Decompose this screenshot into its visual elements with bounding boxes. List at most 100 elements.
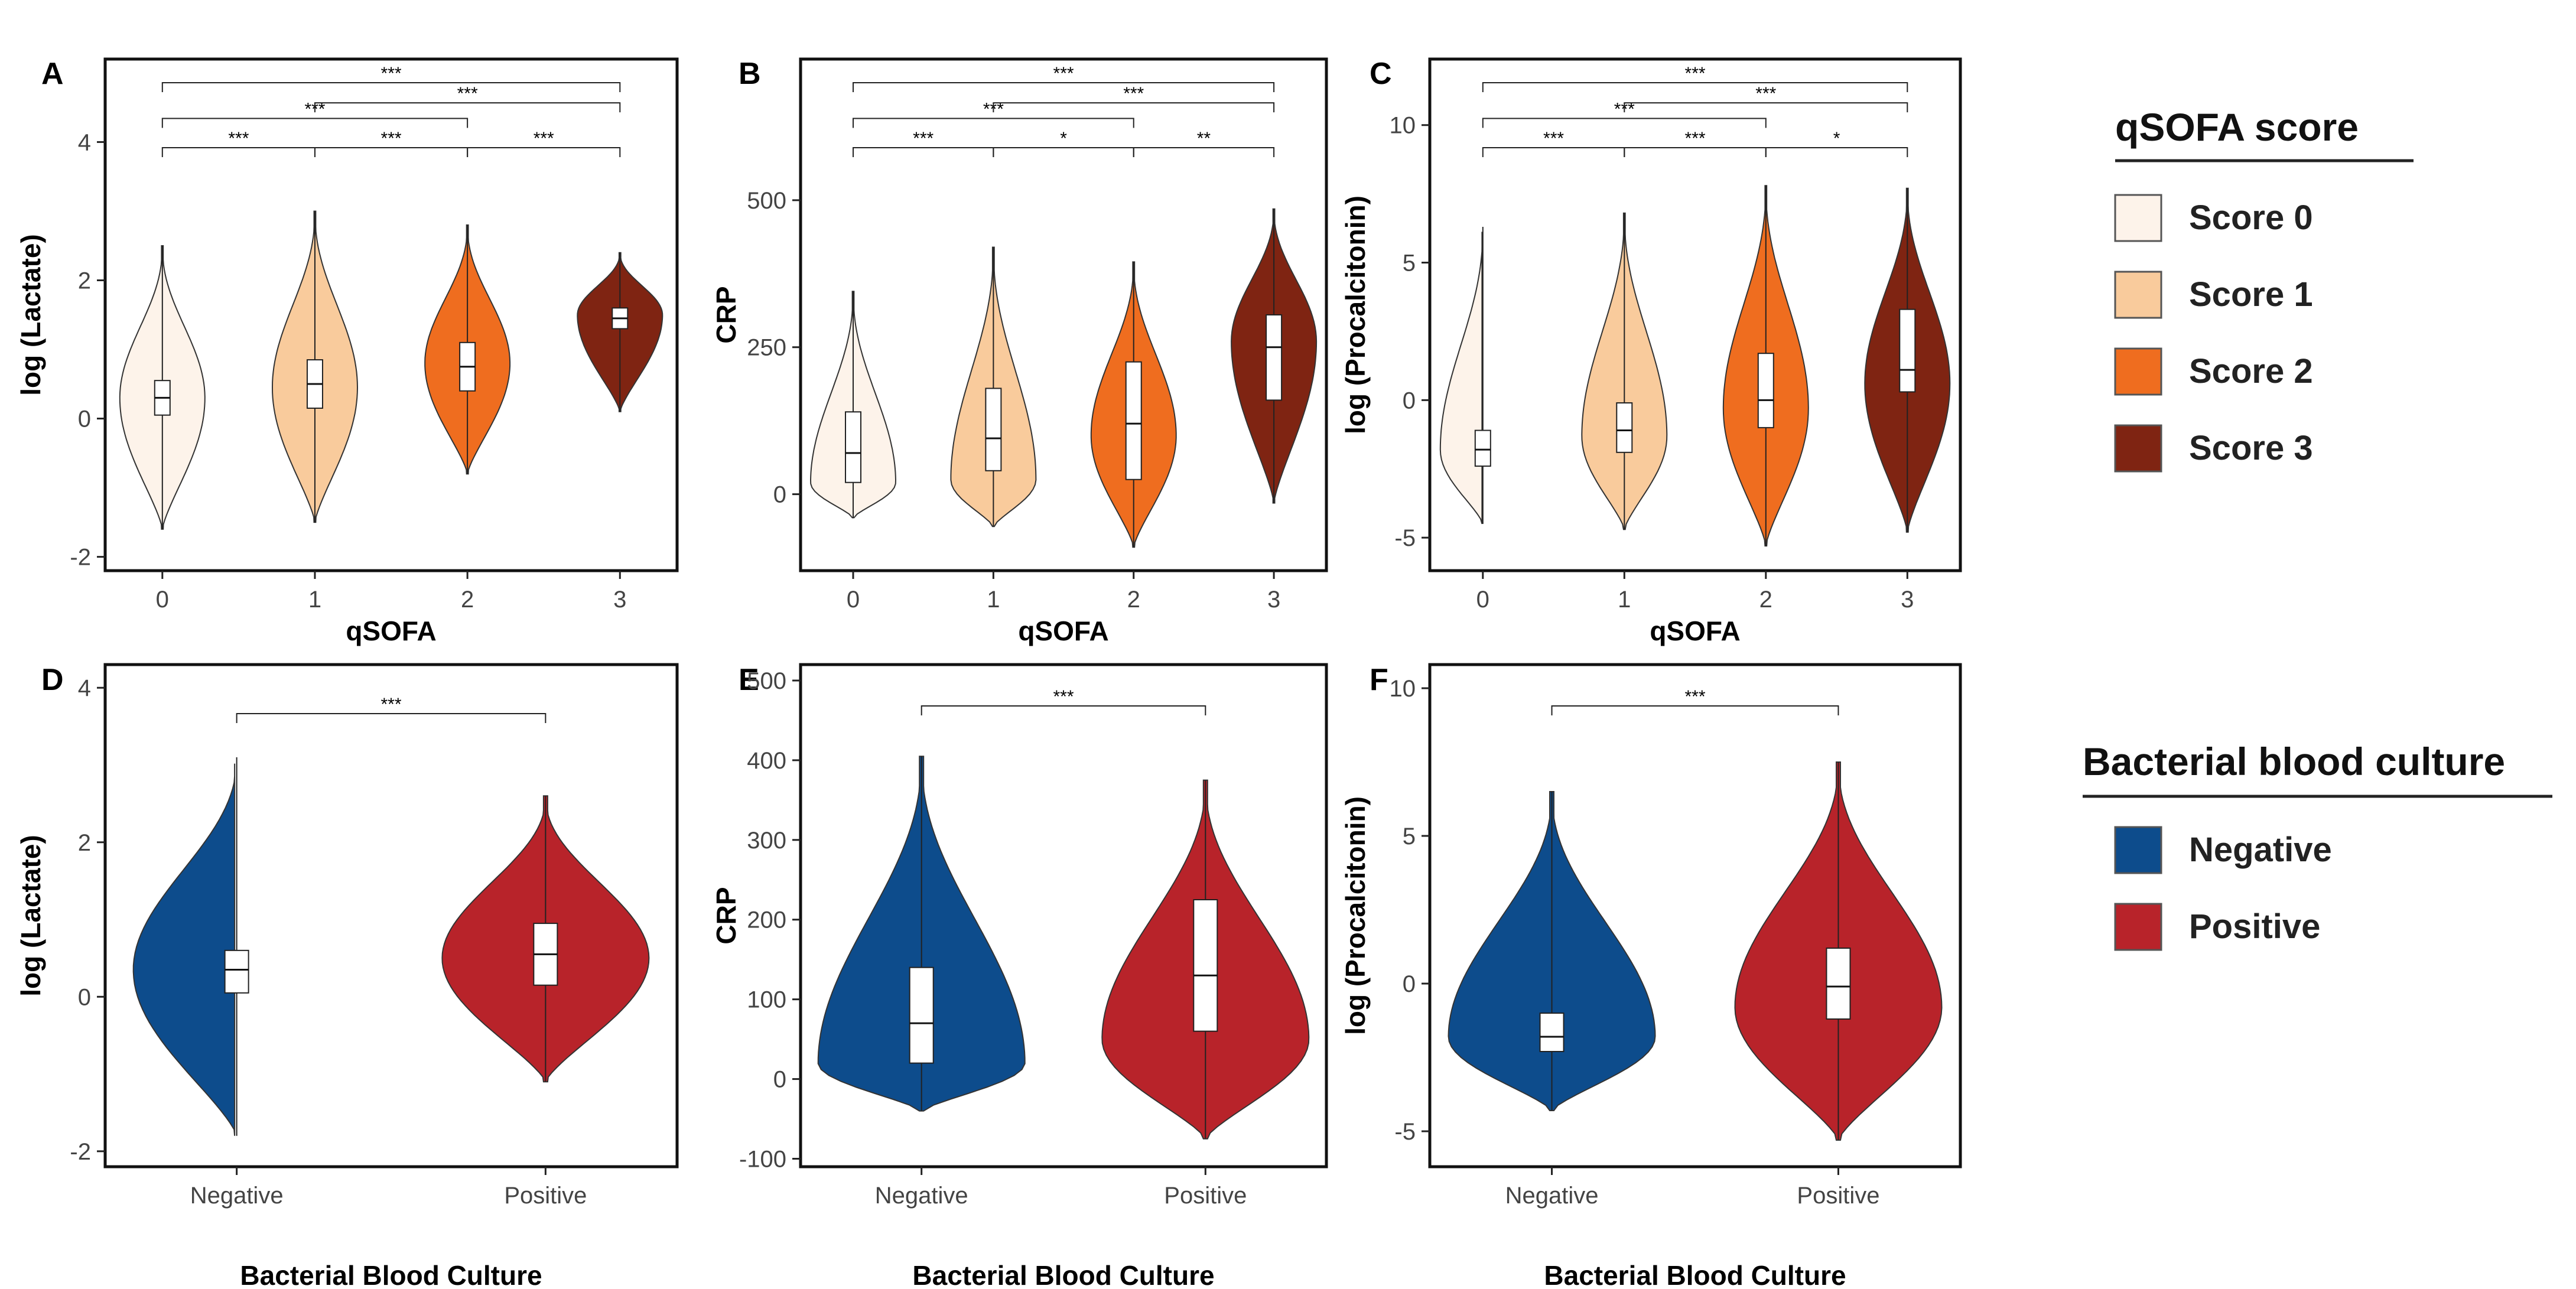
significance-label: **: [1197, 129, 1211, 148]
legend-title: qSOFA score: [2115, 105, 2359, 149]
legend-swatch: [2114, 826, 2162, 874]
significance-label: ***: [380, 695, 401, 714]
panel-letter: E: [739, 663, 759, 697]
legend-label: Score 1: [2189, 275, 2313, 314]
y-tick-label: 200: [747, 907, 786, 933]
y-axis-title: log (Lactate): [15, 835, 46, 996]
significance-label: ***: [228, 129, 249, 148]
box: [1757, 353, 1774, 428]
y-tick-label: 0: [1403, 971, 1416, 997]
legend-swatch: [2114, 903, 2162, 951]
significance-label: ***: [381, 129, 402, 148]
significance-bracket: [161, 118, 469, 128]
legend-label: Negative: [2189, 831, 2332, 869]
significance-bracket: [314, 102, 621, 113]
legend-title: Bacterial blood culture: [2083, 740, 2505, 783]
significance-bracket: [1482, 118, 1767, 128]
x-tick-label: 2: [1759, 587, 1772, 613]
significance-bracket: [314, 147, 469, 157]
box: [1125, 361, 1142, 480]
y-tick-label: 300: [747, 828, 786, 854]
panel-letter: B: [739, 57, 761, 91]
significance-label: ***: [1053, 64, 1074, 83]
significance-label: ***: [1053, 687, 1074, 707]
significance-bracket: [467, 147, 621, 157]
panel-letter: C: [1370, 57, 1392, 91]
significance-bracket: [853, 82, 1275, 92]
y-axis-title: log (Lactate): [15, 234, 46, 395]
x-axis-title: Bacterial Blood Culture: [912, 1260, 1214, 1289]
plot-frame: [1428, 57, 1962, 572]
legend-label: Score 0: [2189, 198, 2313, 237]
significance-label: ***: [534, 129, 554, 148]
legend-swatch: [2114, 194, 2162, 242]
x-axis-title: qSOFA: [1018, 616, 1108, 646]
significance-label: ***: [1685, 64, 1706, 83]
significance-label: *: [1833, 129, 1840, 148]
significance-bracket: [853, 147, 994, 157]
legend-label: Score 3: [2189, 429, 2313, 467]
box: [1826, 948, 1851, 1020]
x-tick-label: 0: [156, 587, 169, 613]
y-tick-label: 0: [1403, 388, 1416, 414]
x-tick-label: Positive: [1164, 1183, 1247, 1209]
y-tick-label: 0: [78, 984, 91, 1010]
y-axis-title: log (Procalcitonin): [1340, 196, 1371, 434]
box: [1616, 402, 1633, 453]
x-tick-label: 3: [1901, 587, 1914, 613]
box: [1474, 429, 1491, 467]
y-tick-label: -100: [739, 1147, 786, 1173]
x-tick-label: 3: [1267, 587, 1280, 613]
x-tick-label: 1: [1618, 587, 1631, 613]
panel-letter: A: [41, 57, 64, 91]
significance-bracket: [853, 118, 1134, 128]
significance-bracket: [1482, 147, 1625, 157]
x-tick-label: 1: [987, 587, 1000, 613]
box: [1193, 899, 1218, 1032]
y-tick-label: 5: [1403, 250, 1416, 276]
y-tick-label: 0: [773, 482, 786, 508]
box: [1539, 1013, 1565, 1052]
y-tick-label: -5: [1394, 525, 1416, 551]
panel-letter: D: [41, 663, 64, 697]
y-axis-title: CRP: [711, 286, 741, 343]
plot-frame: [103, 663, 679, 1168]
box: [845, 411, 861, 483]
y-tick-label: -5: [1394, 1119, 1416, 1145]
panel-a: A -2 0 2 4 log (Lactate) 0 1 2 3 qSOFA *** *** *** ***…: [15, 57, 679, 646]
y-tick-label: -2: [70, 1139, 91, 1165]
y-tick-label: 5: [1403, 823, 1416, 849]
significance-label: ***: [913, 129, 934, 148]
y-tick-label: 500: [747, 668, 786, 694]
y-tick-label: 100: [747, 987, 786, 1013]
plot-frame: [799, 57, 1328, 572]
significance-bracket: [1551, 705, 1839, 715]
significance-label: ***: [1123, 84, 1144, 103]
plot-frame: [103, 57, 679, 572]
violin-negative: [132, 763, 236, 1136]
x-axis-title: Bacterial Blood Culture: [1544, 1260, 1846, 1289]
y-tick-label: 2: [78, 830, 91, 856]
significance-bracket: [161, 82, 621, 92]
significance-bracket: [1482, 82, 1908, 92]
y-tick-label: 500: [747, 188, 786, 214]
box: [985, 388, 1002, 471]
box: [1266, 314, 1283, 401]
significance-bracket: [1765, 147, 1908, 157]
legend-qsofa: qSOFA score Score 0 Score 1 Score 2 Score 3: [2114, 105, 2414, 473]
y-tick-label: 4: [78, 675, 91, 701]
y-axis-title: CRP: [711, 887, 741, 944]
x-tick-label: 0: [847, 587, 860, 613]
x-axis-title: Bacterial Blood Culture: [240, 1260, 542, 1289]
x-tick-label: Negative: [190, 1183, 284, 1209]
y-tick-label: 10: [1390, 113, 1416, 139]
x-tick-label: 2: [461, 587, 474, 613]
significance-label: ***: [381, 64, 402, 83]
panel-e: E -100 0 100 200 300 400 500 CRP Negative Positive…: [711, 663, 1328, 1289]
x-axis-title: qSOFA: [1650, 616, 1740, 646]
panel-letter: F: [1370, 663, 1388, 697]
box: [909, 966, 934, 1064]
box: [224, 949, 249, 994]
box: [1899, 308, 1916, 393]
